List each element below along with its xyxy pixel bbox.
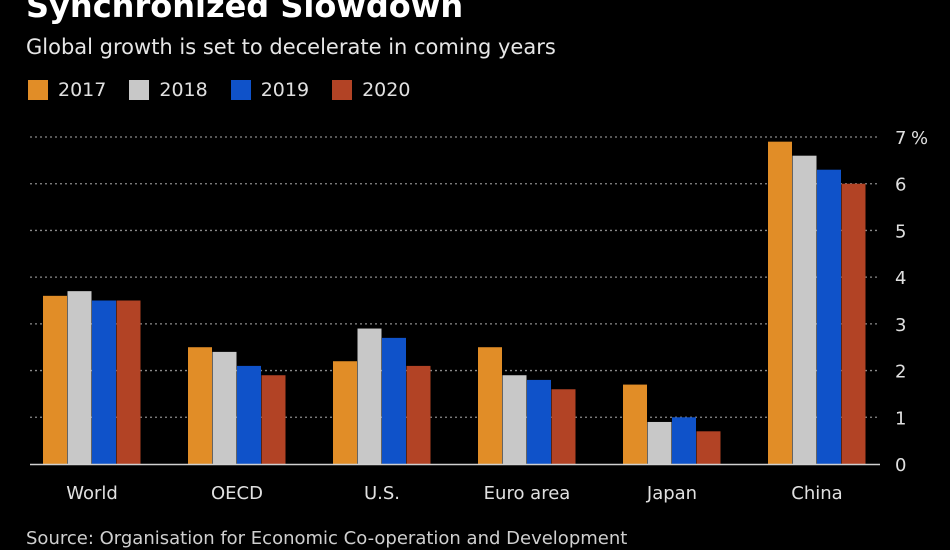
- y-tick-label-0: 0: [895, 455, 906, 476]
- legend-item-2017: 2017: [28, 78, 106, 102]
- y-tick-label-2: 2: [895, 362, 906, 383]
- y-tick-label-7: 7: [895, 128, 906, 149]
- bar-u-s--2017: [333, 361, 357, 464]
- bar-japan-2018: [647, 421, 672, 464]
- y-tick-label-1: 1: [895, 408, 906, 429]
- legend: 2017 2018 2019 2020: [28, 77, 410, 103]
- x-tick-label-oecd: OECD: [211, 483, 263, 504]
- legend-label-2018: 2018: [159, 79, 208, 101]
- x-tick-label-world: World: [66, 483, 118, 504]
- legend-item-2019: 2019: [230, 78, 310, 102]
- x-tick-label-japan: Japan: [646, 483, 697, 504]
- chart-title: Synchronized Slowdown: [26, 0, 464, 25]
- y-tick-label-3: 3: [895, 315, 906, 336]
- legend-label-2019: 2019: [260, 79, 310, 101]
- bar-world-2019: [92, 300, 116, 464]
- legend-swatch-2017: [28, 80, 48, 100]
- bar-world-2017: [43, 295, 67, 464]
- legend-item-2018: 2018: [129, 78, 208, 102]
- legend-label-2017: 2017: [58, 79, 107, 101]
- y-tick-label-6: 6: [895, 175, 906, 196]
- bar-oecd-2017: [188, 347, 212, 464]
- bar-euro-area-2019: [527, 379, 551, 464]
- bar-euro-area-2017: [478, 347, 502, 464]
- legend-item-2020: 2020: [332, 78, 410, 102]
- x-tick-label-euro-area: Euro area: [484, 483, 571, 504]
- bar-china-2020: [841, 183, 866, 464]
- legend-swatch-2020: [332, 80, 353, 100]
- bar-japan-2017: [623, 384, 647, 464]
- chart-subtitle: Global growth is set to decelerate in co…: [26, 35, 556, 59]
- legend-swatch-2018: [129, 80, 150, 100]
- bar-world-2018: [67, 291, 92, 464]
- x-tick-label-china: China: [791, 483, 842, 504]
- bar-world-2020: [116, 300, 141, 464]
- bar-u-s--2019: [382, 337, 406, 464]
- y-tick-label-4: 4: [895, 268, 906, 289]
- bar-oecd-2019: [237, 365, 261, 464]
- legend-swatch-2019: [230, 80, 251, 100]
- bar-euro-area-2018: [502, 375, 527, 464]
- bar-china-2019: [817, 169, 841, 464]
- y-unit-label: %: [911, 128, 928, 149]
- legend-label-2020: 2020: [362, 79, 411, 101]
- x-tick-label-u-s-: U.S.: [364, 483, 400, 504]
- bar-japan-2020: [696, 431, 721, 464]
- bar-china-2017: [768, 141, 792, 464]
- bar-euro-area-2020: [551, 389, 576, 464]
- bar-japan-2019: [672, 417, 696, 464]
- bar-china-2018: [792, 155, 817, 464]
- bar-oecd-2020: [261, 375, 286, 464]
- bar-u-s--2020: [406, 365, 431, 464]
- bar-chart: 0 1 2 3 4 5 6 7 % World OECD U.S. Euro area Japan Chin…: [30, 128, 928, 504]
- y-tick-label-5: 5: [895, 221, 906, 242]
- bar-u-s--2018: [357, 328, 382, 464]
- bar-oecd-2018: [212, 351, 237, 464]
- source-note: Source: Organisation for Economic Co-ope…: [26, 528, 628, 549]
